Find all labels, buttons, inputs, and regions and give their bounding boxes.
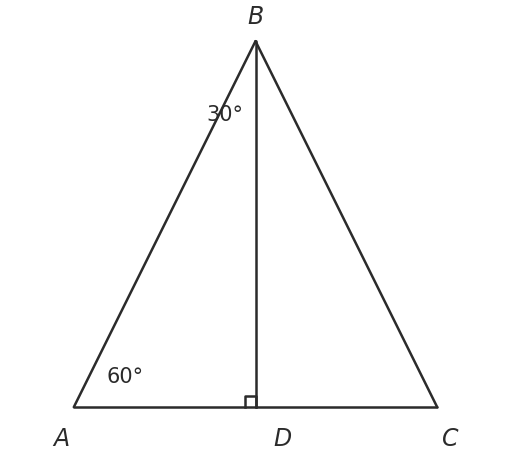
Text: 60°: 60° xyxy=(106,366,144,386)
Text: $B$: $B$ xyxy=(247,6,264,29)
Text: 30°: 30° xyxy=(207,105,244,125)
Text: $C$: $C$ xyxy=(441,427,459,450)
Text: $D$: $D$ xyxy=(273,427,292,450)
Text: $A$: $A$ xyxy=(52,427,69,450)
